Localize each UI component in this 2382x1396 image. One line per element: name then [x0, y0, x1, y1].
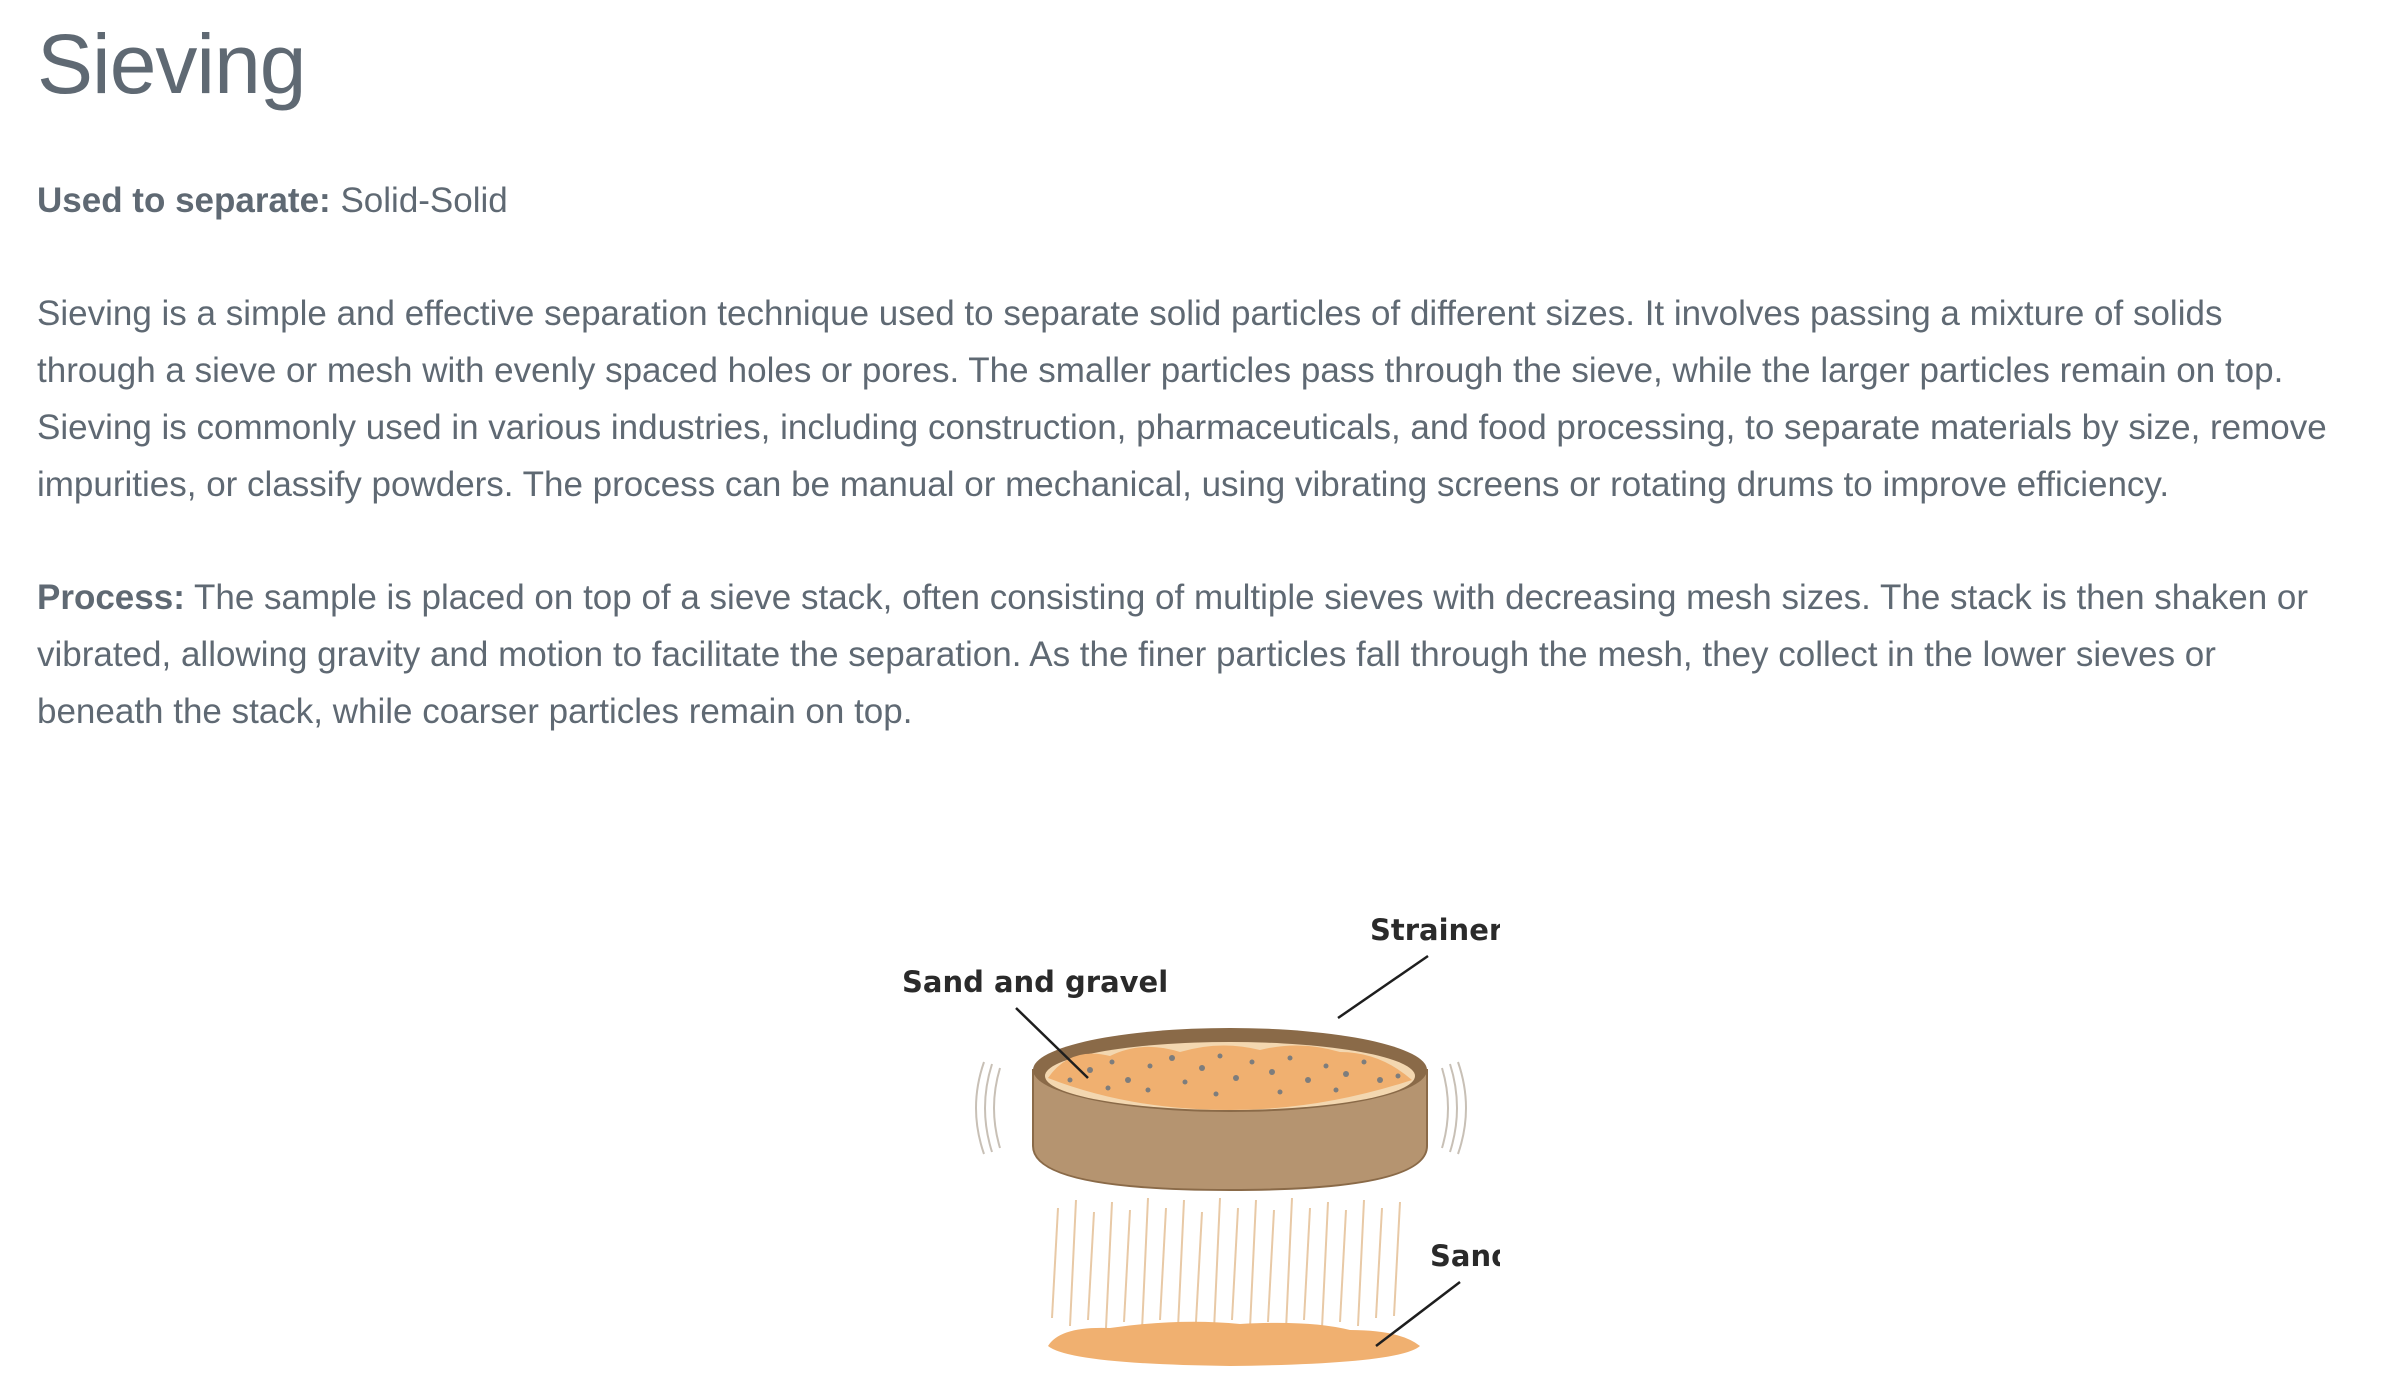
sand-gravel-pointer: [1015, 1007, 1089, 1079]
used-to-separate-label: Used to separate:: [37, 181, 331, 220]
process-text: The sample is placed on top of a sieve s…: [37, 578, 2308, 731]
description-paragraph: Sieving is a simple and effective separa…: [37, 294, 2327, 504]
vibration-marks-right: [1441, 1061, 1467, 1155]
falling-sand: [1051, 1197, 1401, 1331]
sand-and-gravel-label: Sand and gravel: [902, 965, 1168, 999]
sand-gravel-mound: [1048, 1045, 1412, 1110]
strainer-pointer: [1337, 954, 1429, 1020]
sieving-illustration: Strainer Sand and gravel Sand: [880, 890, 1500, 1396]
vibration-marks-left: [975, 1061, 1001, 1155]
gravel-dots: [1067, 1053, 1401, 1097]
used-to-separate-value: Solid-Solid: [340, 181, 508, 220]
page-title: Sieving: [37, 17, 307, 111]
process-label: Process:: [37, 578, 185, 617]
used-to-separate: Used to separate: Solid-Solid: [37, 172, 2345, 229]
sand-pointer: [1375, 1281, 1461, 1347]
sieve-diagram: Strainer Sand and gravel Sand: [902, 913, 1500, 1366]
strainer-label: Strainer: [1370, 913, 1500, 947]
process-paragraph: Process: The sample is placed on top of …: [37, 569, 2345, 740]
sand-pile: [1048, 1321, 1420, 1366]
sand-label: Sand: [1430, 1239, 1500, 1273]
